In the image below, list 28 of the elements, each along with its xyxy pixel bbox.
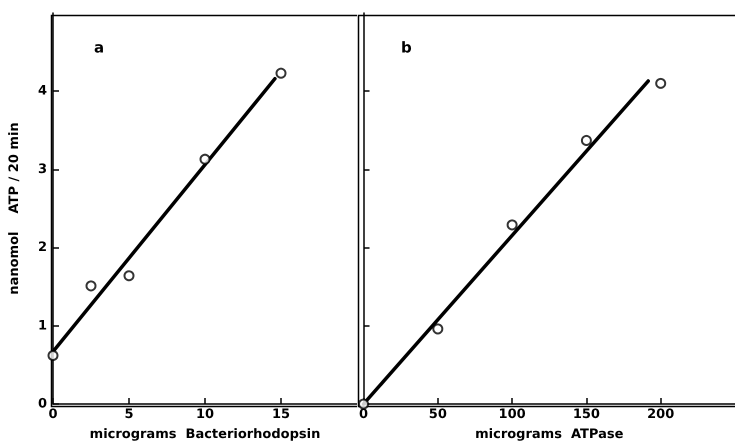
point — [48, 350, 58, 362]
y-tick-label: 3 — [38, 162, 47, 177]
x-tick-label: 50 — [428, 407, 447, 422]
annotation: a — [94, 38, 104, 56]
x-tick-label: 100 — [498, 407, 526, 422]
x-tick-label: 0 — [48, 407, 58, 422]
point — [86, 280, 96, 292]
x-tick-label: 5 — [124, 407, 134, 422]
annotation: b — [401, 38, 412, 56]
point — [655, 78, 666, 89]
y-tick-label: 4 — [38, 84, 47, 99]
x-tick-label: 150 — [572, 407, 600, 422]
point — [124, 270, 134, 282]
y-tick-label: 0 — [38, 396, 47, 412]
x-axis-title: micrograms ATPase — [475, 427, 624, 442]
y-tick-label: 1 — [38, 318, 47, 334]
x-tick-label: 15 — [272, 407, 290, 422]
point — [506, 219, 518, 230]
x-tick-label: 200 — [647, 407, 674, 422]
point — [276, 68, 286, 79]
y-tick-label: 2 — [38, 240, 47, 256]
y-axis-title: nanomol ATP / 20 min — [7, 122, 22, 295]
point — [580, 134, 592, 146]
x-axis-title: micrograms Bacteriorhodopsin — [90, 427, 320, 442]
point — [432, 323, 444, 334]
x-tick-label: 10 — [196, 407, 214, 422]
x-tick-label: 0 — [359, 407, 368, 422]
point — [200, 154, 210, 165]
